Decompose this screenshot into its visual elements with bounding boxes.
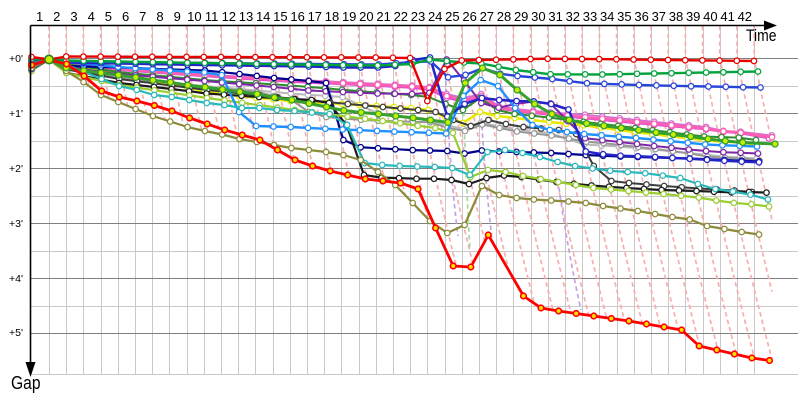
svg-text:+4': +4' [9, 273, 23, 285]
svg-text:13: 13 [239, 9, 253, 24]
svg-text:20: 20 [359, 9, 373, 24]
svg-text:39: 39 [686, 9, 700, 24]
svg-text:35: 35 [617, 9, 631, 24]
svg-text:38: 38 [669, 9, 683, 24]
svg-text:6: 6 [122, 9, 129, 24]
svg-text:Gap: Gap [11, 373, 41, 393]
svg-text:7: 7 [139, 9, 146, 24]
svg-text:32: 32 [566, 9, 580, 24]
svg-text:15: 15 [273, 9, 287, 24]
svg-text:3: 3 [70, 9, 77, 24]
svg-text:4: 4 [88, 9, 95, 24]
svg-text:1: 1 [36, 9, 43, 24]
svg-text:21: 21 [376, 9, 390, 24]
svg-text:41: 41 [720, 9, 734, 24]
svg-text:30: 30 [531, 9, 545, 24]
svg-text:8: 8 [156, 9, 163, 24]
svg-text:31: 31 [548, 9, 562, 24]
svg-text:+2': +2' [9, 163, 23, 175]
svg-text:9: 9 [174, 9, 181, 24]
svg-text:+1': +1' [9, 108, 23, 120]
svg-text:10: 10 [187, 9, 201, 24]
svg-text:+3': +3' [9, 218, 23, 230]
svg-text:16: 16 [290, 9, 304, 24]
svg-text:11: 11 [205, 9, 219, 24]
svg-text:Time: Time [746, 26, 777, 45]
svg-text:+5': +5' [9, 327, 23, 339]
svg-text:34: 34 [600, 9, 614, 24]
svg-text:18: 18 [325, 9, 339, 24]
svg-text:28: 28 [497, 9, 511, 24]
svg-text:24: 24 [428, 9, 442, 24]
svg-text:29: 29 [514, 9, 528, 24]
svg-text:40: 40 [703, 9, 717, 24]
svg-text:19: 19 [342, 9, 356, 24]
svg-text:+0': +0' [9, 53, 23, 65]
svg-text:26: 26 [462, 9, 476, 24]
svg-text:23: 23 [411, 9, 425, 24]
svg-text:17: 17 [308, 9, 322, 24]
svg-text:36: 36 [634, 9, 648, 24]
svg-text:14: 14 [256, 9, 270, 24]
svg-text:2: 2 [53, 9, 60, 24]
svg-text:37: 37 [652, 9, 666, 24]
svg-text:22: 22 [394, 9, 408, 24]
svg-text:33: 33 [583, 9, 597, 24]
svg-text:27: 27 [480, 9, 494, 24]
svg-text:42: 42 [738, 9, 752, 24]
svg-text:25: 25 [445, 9, 459, 24]
svg-text:5: 5 [105, 9, 112, 24]
svg-text:12: 12 [222, 9, 236, 24]
